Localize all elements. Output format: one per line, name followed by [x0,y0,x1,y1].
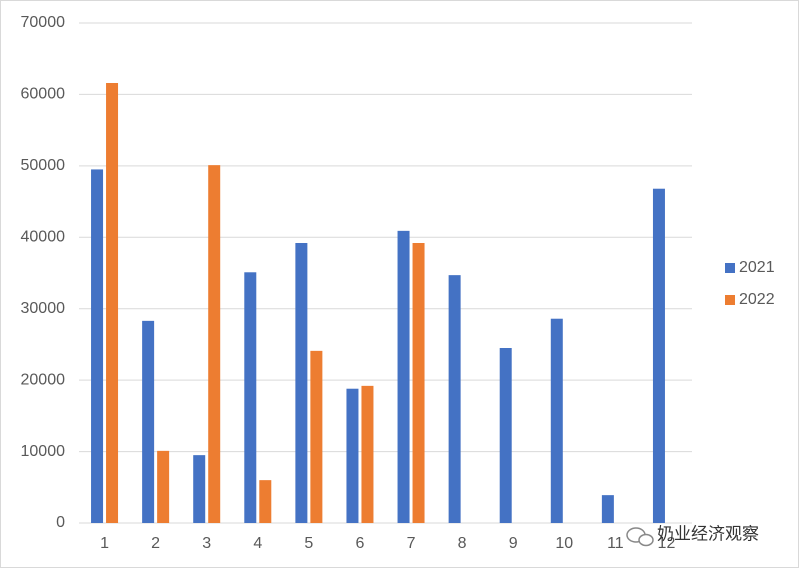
y-tick-label: 40000 [21,229,66,246]
bar [346,388,359,523]
legend-label: 2022 [739,291,775,308]
bar [412,243,425,523]
y-tick-label: 60000 [21,86,66,103]
legend-label: 2021 [739,259,775,276]
bar [157,450,170,523]
bar [448,275,461,523]
bar [550,318,563,523]
bar [244,272,257,523]
bar [91,169,104,523]
watermark-icon [626,527,654,547]
bar [193,455,206,523]
bar [499,348,512,523]
bar [361,385,374,523]
x-tick-label: 6 [356,535,365,552]
bar [142,320,155,523]
x-tick-label: 5 [304,535,313,552]
x-tick-label: 12 [658,535,676,552]
x-tick-label: 4 [253,535,262,552]
x-tick-label: 1 [100,535,109,552]
watermark: 奶业经济观察 [657,524,759,543]
x-tick-label: 3 [202,535,211,552]
bar [208,165,221,523]
x-tick-label: 8 [458,535,467,552]
x-tick-label: 10 [555,535,573,552]
bar [259,480,272,523]
legend-swatch [725,295,735,305]
y-tick-label: 20000 [21,371,66,388]
y-tick-label: 10000 [21,443,66,460]
bar [652,188,665,523]
legend-swatch [725,263,735,273]
bar [601,495,614,523]
bar [106,83,119,523]
x-tick-label: 7 [407,535,416,552]
y-tick-label: 50000 [21,157,66,174]
bar [310,350,323,523]
y-tick-label: 30000 [21,300,66,317]
x-tick-label: 2 [151,535,160,552]
bar [295,243,308,523]
y-tick-label: 0 [56,514,65,531]
x-tick-label: 9 [509,535,518,552]
y-tick-label: 70000 [21,14,66,31]
x-tick-label: 11 [607,535,624,552]
bar [397,230,410,523]
